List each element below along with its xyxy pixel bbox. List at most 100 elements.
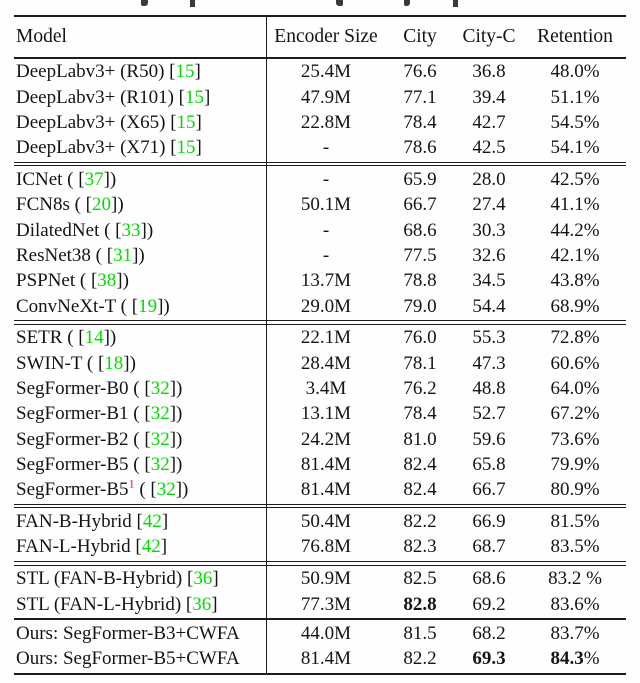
cell-value: 82.3 — [403, 536, 437, 558]
cell-retention: 68.9% — [524, 296, 626, 318]
cell-value: 83.2 % — [548, 568, 602, 590]
cell-value: 69.2 — [472, 593, 506, 615]
model-cell: ResNet38 ( [31]) — [14, 245, 266, 267]
citation-ref[interactable]: 36 — [192, 593, 212, 615]
table-row: DilatedNet ( [33]) - 68.6 30.3 44.2% — [14, 218, 626, 243]
citation-ref[interactable]: 19 — [138, 295, 158, 317]
cell-city: 78.4 — [386, 112, 454, 134]
cell-value: 67.2% — [550, 403, 600, 425]
caption-descender-mark — [453, 0, 458, 7]
citation-ref[interactable]: 38 — [97, 270, 117, 292]
model-cell: PSPNet ( [38]) — [14, 270, 266, 292]
column-header-city-c: City-C — [462, 25, 516, 47]
cell-encoder-size: 50.1M — [266, 194, 386, 216]
model-cell: FAN-B-Hybrid [42] — [14, 511, 266, 533]
model-cell: SWIN-T ( [18]) — [14, 353, 266, 375]
cell-value: 52.7 — [472, 403, 506, 425]
citation-ref[interactable]: 32 — [150, 428, 170, 450]
model-cell: DeepLabv3+ (X71) [15] — [14, 137, 266, 159]
cell-value: 68.6 — [403, 219, 437, 241]
model-name-text: ResNet38 ( [ — [16, 244, 114, 266]
citation-ref[interactable]: 42 — [142, 511, 162, 533]
table-row: Ours: SegFormer-B3+CWFA 44.0M 81.5 68.2 83.7… — [14, 621, 626, 646]
model-cell: Ours: SegFormer-B3+CWFA — [14, 623, 266, 645]
cell-city: 76.0 — [386, 327, 454, 349]
model-name-text: ]) — [111, 194, 124, 216]
citation-ref[interactable]: 32 — [150, 377, 170, 399]
cell-value: - — [322, 244, 330, 266]
citation-ref[interactable]: 14 — [84, 327, 104, 349]
citation-ref[interactable]: 31 — [113, 244, 133, 266]
citation-ref[interactable]: 20 — [92, 194, 112, 216]
cell-value: 68.2 — [472, 622, 506, 644]
model-name-text: ]) — [103, 169, 117, 191]
cell-retention: 43.8% — [524, 270, 626, 292]
cell-encoder-size: - — [266, 220, 386, 242]
table-row: DeepLabv3+ (X71) [15] - 78.6 42.5 54.1% — [14, 135, 626, 160]
citation-ref[interactable]: 15 — [185, 86, 204, 108]
cell-value: 22.8M — [300, 111, 352, 133]
model-name-text: ] — [194, 61, 201, 83]
cell-city-c: 52.7 — [454, 403, 524, 425]
model-cell: SegFormer-B1 ( [32]) — [14, 403, 266, 425]
cell-value: 28.0 — [472, 169, 506, 191]
cell-city-c: 68.7 — [454, 536, 524, 558]
cell-value: - — [322, 219, 330, 241]
cell-value: 65.9 — [403, 169, 437, 191]
citation-ref[interactable]: 42 — [141, 536, 161, 558]
citation-ref[interactable]: 32 — [150, 453, 170, 475]
citation-ref[interactable]: 15 — [176, 111, 196, 133]
cell-city-c: 27.4 — [454, 194, 524, 216]
citation-ref[interactable]: 37 — [84, 169, 104, 191]
citation-ref[interactable]: 36 — [193, 568, 213, 590]
cell-value: 48.0% — [550, 61, 600, 83]
cell-value: 66.9 — [472, 511, 506, 533]
cell-city: 82.2 — [386, 648, 454, 670]
model-cell: Ours: SegFormer-B5+CWFA — [14, 648, 266, 670]
model-name-text: Ours: SegFormer-B5+CWFA — [16, 648, 240, 670]
model-cell: FCN8s ( [20]) — [14, 194, 266, 216]
footnote-marker: 1 — [128, 479, 135, 491]
cell-value: 36.8 — [472, 61, 506, 83]
cell-value: 78.1 — [403, 352, 437, 374]
cell-city: 81.0 — [386, 429, 454, 451]
cell-city: 82.2 — [386, 511, 454, 533]
caption-descender-mark — [141, 0, 148, 6]
model-name-text: DeepLabv3+ (R50) [ — [16, 61, 176, 83]
citation-ref[interactable]: 15 — [175, 61, 195, 83]
cell-encoder-size: - — [266, 137, 386, 159]
citation-ref[interactable]: 32 — [150, 403, 170, 425]
cell-value: 81.4M — [300, 648, 352, 670]
cell-value: 66.7 — [472, 479, 506, 501]
cell-value: 82.4 — [403, 453, 437, 475]
model-name-text: DilatedNet ( [ — [16, 219, 122, 241]
cell-value: 83.5% — [550, 536, 600, 558]
table-group-1: DeepLabv3+ (R50) [15] 25.4M 76.6 36.8 48.0% D… — [14, 59, 626, 162]
cell-value: 68.6 — [472, 568, 506, 590]
cell-city-c: 30.3 — [454, 220, 524, 242]
cell-value: 44.0M — [300, 622, 352, 644]
cell-value: 76.6 — [403, 61, 437, 83]
table-row: Ours: SegFormer-B5+CWFA 81.4M 82.2 69.3 84.3… — [14, 647, 626, 672]
cell-encoder-size: 29.0M — [266, 296, 386, 318]
cell-city-c: 69.3 — [454, 648, 524, 670]
model-name-text: FAN-L-Hybrid [ — [16, 536, 142, 558]
cell-value: 69.3 — [472, 648, 506, 670]
cell-city: 77.5 — [386, 245, 454, 267]
citation-ref[interactable]: 33 — [121, 219, 141, 241]
cell-encoder-size: 50.4M — [266, 511, 386, 533]
cell-value: 30.3 — [472, 219, 506, 241]
table-body: DeepLabv3+ (R50) [15] 25.4M 76.6 36.8 48.0% D… — [14, 59, 626, 673]
model-name-text: ] — [212, 568, 219, 590]
cell-value: 72.8% — [550, 327, 600, 349]
citation-ref[interactable]: 18 — [104, 352, 124, 374]
citation-ref[interactable]: 15 — [176, 137, 196, 159]
table-row: ICNet ( [37]) - 65.9 28.0 42.5% — [14, 167, 626, 192]
cell-value: 65.8 — [472, 453, 506, 475]
citation-ref[interactable]: 32 — [156, 479, 176, 501]
cell-value: 47.9M — [300, 86, 352, 108]
cell-encoder-size: 28.4M — [266, 353, 386, 375]
cell-retention: 80.9% — [524, 479, 626, 501]
clipped-caption-descenders — [0, 0, 640, 9]
table-row: ConvNeXt-T ( [19]) 29.0M 79.0 54.4 68.9% — [14, 294, 626, 319]
